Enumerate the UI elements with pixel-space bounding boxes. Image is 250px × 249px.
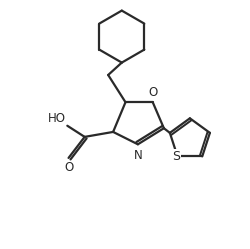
- Text: O: O: [148, 86, 157, 99]
- Text: N: N: [134, 149, 142, 162]
- Text: HO: HO: [48, 112, 66, 124]
- Text: S: S: [172, 150, 179, 163]
- Text: O: O: [64, 161, 73, 174]
